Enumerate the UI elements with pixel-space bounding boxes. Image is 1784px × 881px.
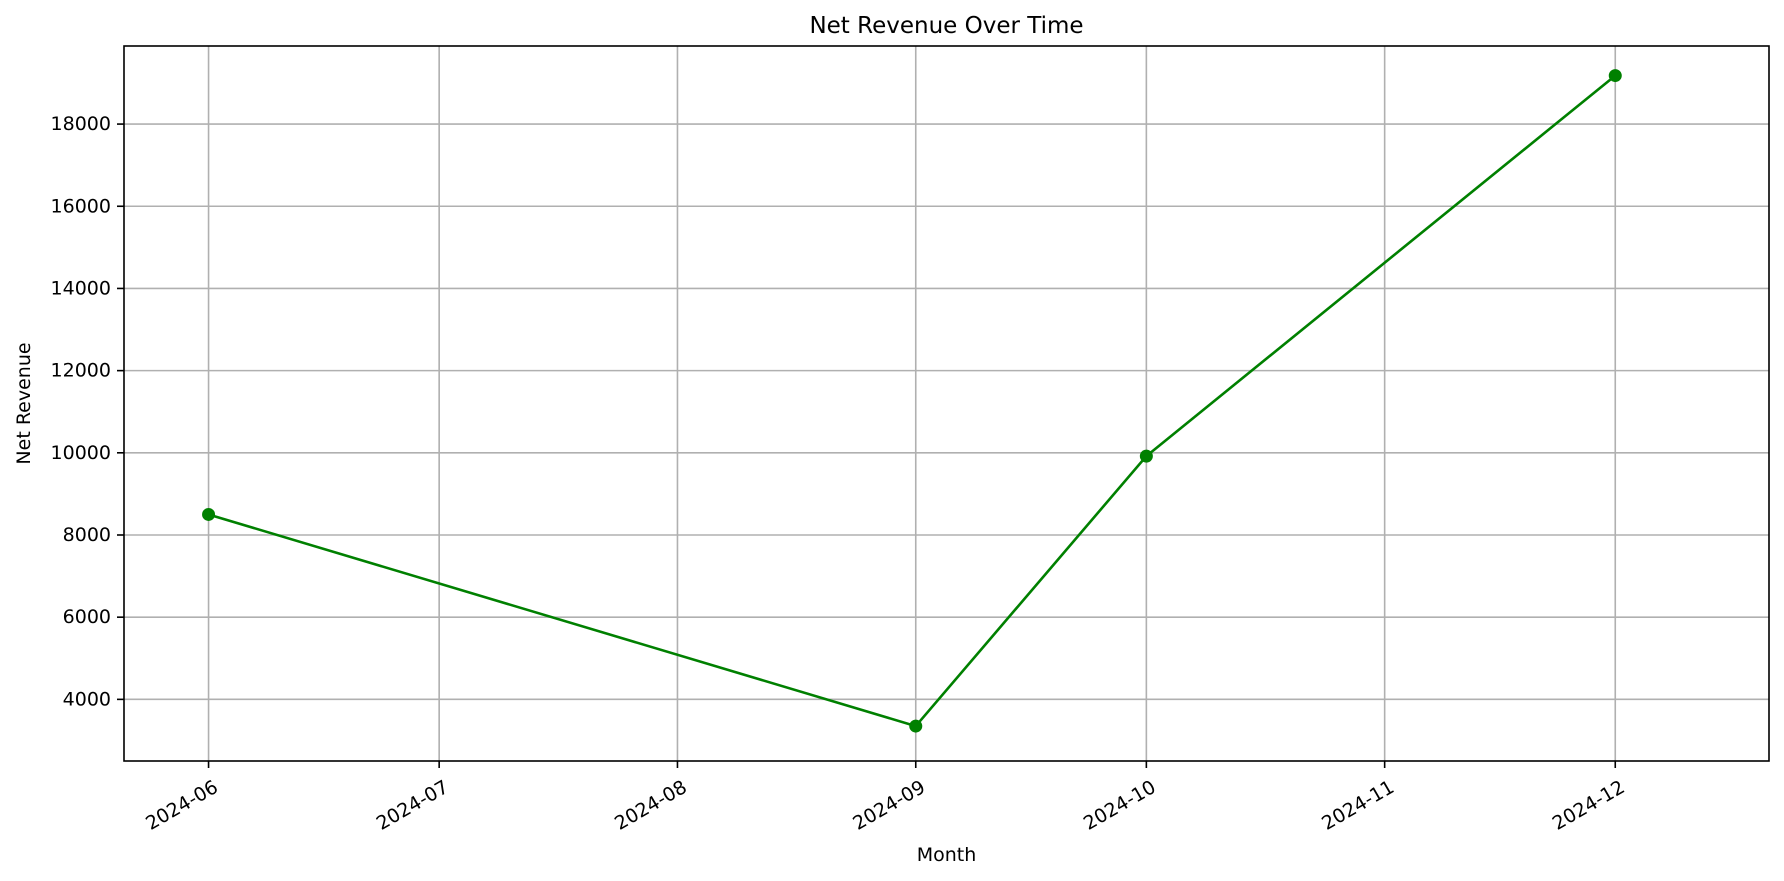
data-point bbox=[909, 719, 923, 733]
y-axis-label: Net Revenue bbox=[13, 342, 35, 464]
y-tick-label: 12000 bbox=[51, 360, 111, 382]
y-tick-label: 8000 bbox=[63, 524, 111, 546]
y-tick-label: 6000 bbox=[63, 606, 111, 628]
y-tick-label: 4000 bbox=[63, 688, 111, 710]
y-tick-label: 16000 bbox=[51, 195, 111, 217]
series-layer bbox=[202, 69, 1622, 733]
series-line bbox=[208, 74, 1617, 728]
y-tick-label: 14000 bbox=[51, 277, 111, 299]
data-point bbox=[202, 507, 216, 521]
data-point bbox=[1139, 449, 1153, 463]
y-tick-label: 10000 bbox=[51, 442, 111, 464]
plot-area-frame bbox=[123, 45, 1770, 762]
x-axis-label: Month bbox=[917, 844, 977, 866]
grid bbox=[124, 46, 1769, 761]
data-point bbox=[1608, 69, 1622, 83]
chart-title: Net Revenue Over Time bbox=[809, 13, 1083, 39]
y-tick-label: 18000 bbox=[51, 113, 111, 135]
